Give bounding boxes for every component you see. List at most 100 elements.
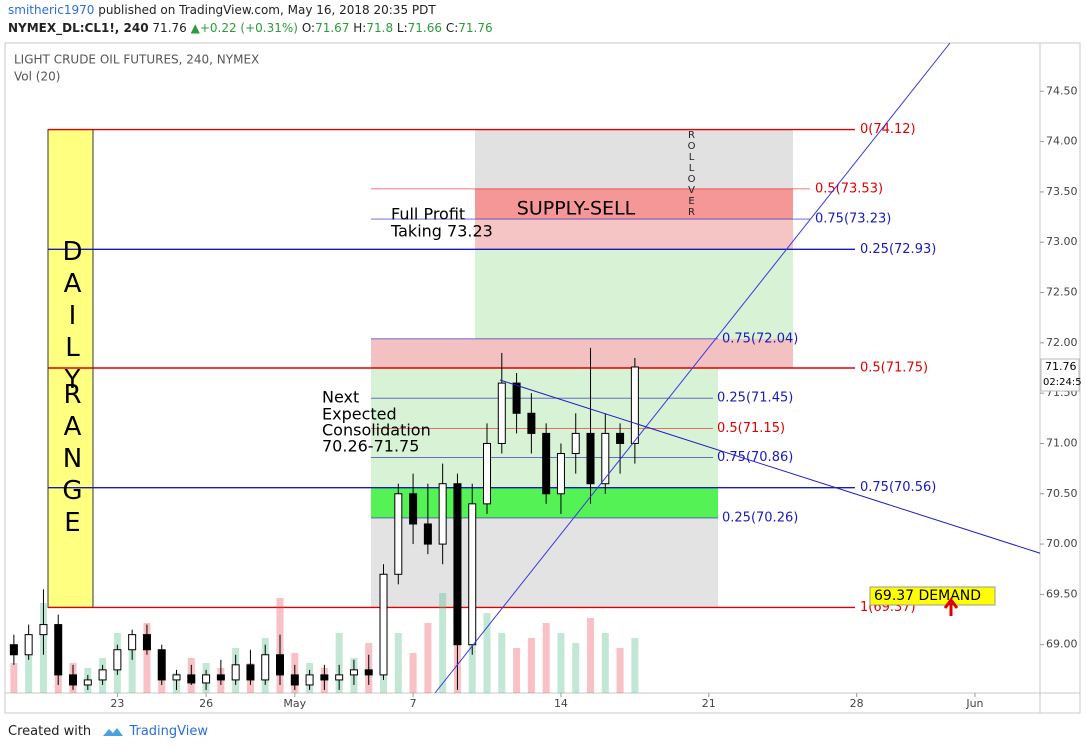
volume-bar <box>10 663 18 693</box>
author[interactable]: smitheric1970 <box>8 3 95 17</box>
consolidation-label: Expected <box>322 405 397 424</box>
candle-body <box>261 654 270 681</box>
volume-bar <box>513 648 521 693</box>
candle-body <box>187 674 196 684</box>
ohlc-h-value: 71.8 <box>366 21 394 35</box>
ohlc-l: L: <box>396 21 408 35</box>
x-tick-label: 7 <box>410 697 417 710</box>
last: 71.76 <box>152 21 187 35</box>
zone <box>475 249 793 339</box>
consolidation-label: Next <box>322 388 359 407</box>
consolidation-label: 70.26-71.75 <box>322 437 419 456</box>
volume-bar <box>557 633 565 693</box>
fib-label: 0.75(70.86) <box>717 450 793 465</box>
profit-label: Full Profit <box>391 205 465 224</box>
y-tick-label: 69.50 <box>1046 587 1078 600</box>
candle-body <box>83 679 92 686</box>
brand[interactable]: TradingView <box>129 724 208 739</box>
published: published on TradingView.com, May 16, 20… <box>98 3 436 17</box>
volume-bar <box>424 623 432 693</box>
candle-body <box>231 664 240 681</box>
trend-lines <box>434 43 1040 693</box>
y-tick-label: 72.00 <box>1046 336 1078 349</box>
last-price-tag <box>1040 358 1080 392</box>
candle-body <box>24 634 33 656</box>
volume-bar <box>335 633 343 693</box>
candle-body <box>556 453 565 495</box>
profit-label: Taking 73.23 <box>390 222 493 241</box>
volume-bar <box>601 633 609 693</box>
y-tick-label: 72.50 <box>1046 286 1078 299</box>
demand-box <box>869 586 996 606</box>
volume-bar <box>572 643 580 693</box>
created-with: Created with <box>8 724 92 739</box>
quote: NYMEX_DL:CL1!, 240 71.76 ▲+0.22 (+0.31%)… <box>8 21 493 35</box>
x-tick-label: Jun <box>965 697 983 710</box>
fib-label: 0.75(73.23) <box>815 212 891 227</box>
fib-label: 0.25(71.45) <box>717 391 793 406</box>
fib-label: 0.25(72.93) <box>860 242 936 257</box>
ohlc-h: H: <box>353 21 367 35</box>
fib-label: 0.5(73.53) <box>815 181 883 196</box>
last-price-label: 71.76 <box>1045 360 1077 373</box>
range-label: RANGE <box>58 380 88 540</box>
candle-body <box>453 483 462 646</box>
fib-label: 0.5(71.15) <box>717 421 785 436</box>
candle-body <box>246 664 255 681</box>
zone <box>475 219 793 250</box>
ohlc-o: O: <box>301 21 316 35</box>
candle-body <box>98 669 107 681</box>
chart: 0(74.12) 0.5(73.53) 0.75(73.23) 0.25(72.93)… <box>4 42 1082 714</box>
y-tick-label: 69.00 <box>1046 638 1078 651</box>
symbol: NYMEX_DL:CL1!, 240 <box>8 21 149 35</box>
candle-body <box>172 674 181 681</box>
change: +0.22 (+0.31%) <box>199 21 298 35</box>
ohlc-c: C: <box>445 21 459 35</box>
candle-body <box>54 624 63 676</box>
fib-label: 0.5(71.75) <box>860 361 928 376</box>
fib-label: 0.75(72.04) <box>722 331 798 346</box>
chart-subtitle: Vol (20) <box>14 70 60 84</box>
volume-bar <box>128 648 136 693</box>
trend-line <box>499 379 1040 554</box>
candle-body <box>601 432 610 485</box>
volume-bar <box>587 618 595 693</box>
header: smitheric1970 published on TradingView.c… <box>8 3 436 17</box>
volume-bar <box>631 638 639 693</box>
y-tick-label: 73.00 <box>1046 235 1078 248</box>
candle-body <box>542 432 551 495</box>
x-tick-label: 28 <box>850 697 864 710</box>
footer: Created with TradingView <box>8 724 208 739</box>
candle-body <box>290 674 299 686</box>
volume-bar <box>409 653 417 693</box>
fib-label: 0.75(70.56) <box>860 480 936 495</box>
candle-body <box>349 669 358 676</box>
candle-body <box>335 674 344 681</box>
candle-body <box>409 493 418 525</box>
candle-body <box>616 432 625 444</box>
arrow: ▲ <box>190 21 200 35</box>
candle-body <box>468 503 477 646</box>
consolidation-label: Consolidation <box>322 421 431 440</box>
candle-body <box>157 649 166 681</box>
candle-body <box>305 674 314 686</box>
y-tick-label: 74.00 <box>1046 135 1078 148</box>
ohlc-o-value: 71.67 <box>315 21 350 35</box>
rollover-label: ROLLOVER <box>686 130 697 218</box>
supply-label: SUPPLY-SELL <box>517 198 636 220</box>
candle-body <box>571 432 580 455</box>
candle-body <box>394 493 403 575</box>
zone <box>475 129 793 189</box>
x-tick-label: 21 <box>702 697 716 710</box>
candle-body <box>39 624 48 636</box>
candle-body <box>69 674 78 686</box>
countdown-label: 02:24:5 <box>1043 377 1082 388</box>
volume-bar <box>527 638 535 693</box>
trend-line <box>434 43 951 693</box>
candle-body <box>512 382 521 414</box>
candle-body <box>527 412 536 434</box>
candle-body <box>586 432 595 485</box>
candle-body <box>142 634 151 651</box>
daily-label: DAILY <box>58 237 88 397</box>
